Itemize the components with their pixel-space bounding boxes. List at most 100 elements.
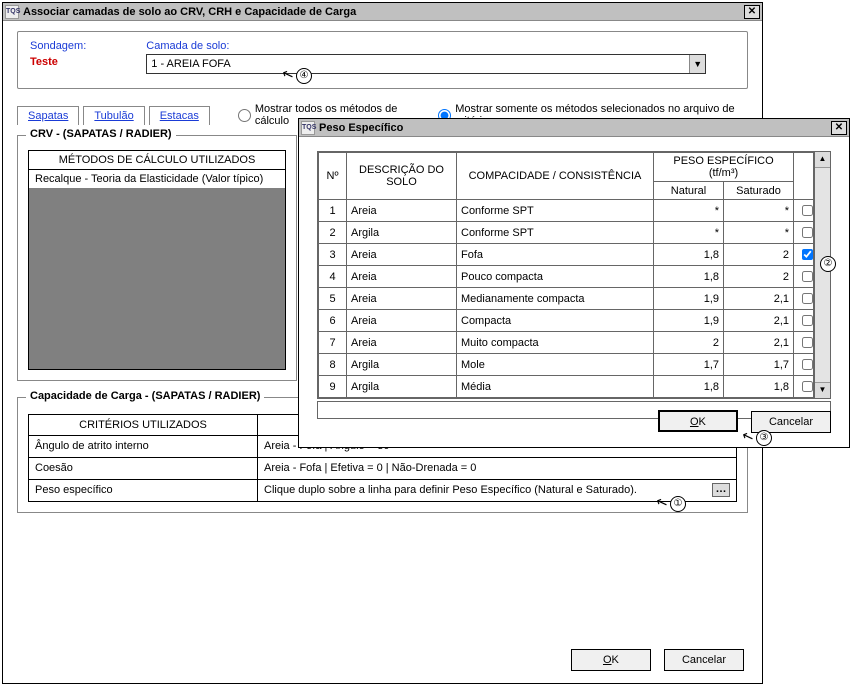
table-row[interactable]: 9ArgilaMédia1,81,8 xyxy=(319,376,814,398)
peso-table[interactable]: Nº DESCRIÇÃO DO SOLO COMPACIDADE / CONSI… xyxy=(318,152,814,398)
cell-desc: Argila xyxy=(347,222,457,244)
cell-desc: Areia xyxy=(347,266,457,288)
table-row[interactable]: 7AreiaMuito compacta22,1 xyxy=(319,332,814,354)
cell-sat[interactable]: 1,7 xyxy=(724,354,794,376)
tab-tubulao[interactable]: Tubulão xyxy=(83,106,144,125)
table-row[interactable]: 8ArgilaMole1,71,7 xyxy=(319,354,814,376)
cancel-button[interactable]: Cancelar xyxy=(751,411,831,433)
cell-desc: Areia xyxy=(347,288,457,310)
cell-chk[interactable] xyxy=(794,332,814,354)
cell-nat[interactable]: 1,8 xyxy=(654,376,724,398)
ellipsis-button[interactable]: … xyxy=(712,483,730,497)
row-checkbox[interactable] xyxy=(802,293,813,304)
capacity-header: CRITÉRIOS UTILIZADOS xyxy=(28,414,258,436)
cell-sat[interactable]: 1,8 xyxy=(724,376,794,398)
cell-n: 5 xyxy=(319,288,347,310)
crv-legend: CRV - (SAPATAS / RADIER) xyxy=(26,128,176,140)
cell-nat[interactable]: 1,8 xyxy=(654,244,724,266)
row-checkbox[interactable] xyxy=(802,359,813,370)
cell-nat[interactable]: 1,7 xyxy=(654,354,724,376)
row-checkbox[interactable] xyxy=(802,315,813,326)
col-chk xyxy=(794,153,814,200)
table-row[interactable]: 1AreiaConforme SPT** xyxy=(319,200,814,222)
table-row[interactable]: 4AreiaPouco compacta1,82 xyxy=(319,266,814,288)
cell-sat[interactable]: 2 xyxy=(724,244,794,266)
cell-nat[interactable]: * xyxy=(654,200,724,222)
row-checkbox[interactable] xyxy=(802,227,813,238)
capacity-row-val-text: Clique duplo sobre a linha para definir … xyxy=(264,484,637,496)
radio-all-input[interactable] xyxy=(238,109,251,122)
sondagem-label: Sondagem: xyxy=(30,40,86,52)
ok-button[interactable]: OK xyxy=(658,410,738,432)
cell-nat[interactable]: 1,9 xyxy=(654,288,724,310)
popup-content: Nº DESCRIÇÃO DO SOLO COMPACIDADE / CONSI… xyxy=(299,137,849,427)
chevron-down-icon[interactable]: ▼ xyxy=(689,55,705,73)
cell-n: 1 xyxy=(319,200,347,222)
cell-n: 2 xyxy=(319,222,347,244)
crv-header: MÉTODOS DE CÁLCULO UTILIZADOS xyxy=(28,150,286,170)
cell-sat[interactable]: 2,1 xyxy=(724,332,794,354)
tab-estacas[interactable]: Estacas xyxy=(149,106,210,125)
table-row[interactable]: 5AreiaMedianamente compacta1,92,1 xyxy=(319,288,814,310)
capacity-row[interactable]: Coesão Areia - Fofa | Efetiva = 0 | Não-… xyxy=(28,458,737,480)
cell-sat[interactable]: * xyxy=(724,222,794,244)
scroll-track[interactable] xyxy=(815,168,830,382)
cell-nat[interactable]: 2 xyxy=(654,332,724,354)
cell-chk[interactable] xyxy=(794,200,814,222)
capacity-row[interactable]: Peso específico Clique duplo sobre a lin… xyxy=(28,480,737,502)
cell-n: 7 xyxy=(319,332,347,354)
ok-label: K xyxy=(612,654,619,666)
row-checkbox[interactable] xyxy=(802,381,813,392)
crv-list[interactable]: Recalque - Teoria da Elasticidade (Valor… xyxy=(28,170,286,370)
tab-sapatas[interactable]: Sapatas xyxy=(17,106,79,125)
cell-chk[interactable] xyxy=(794,244,814,266)
cell-sat[interactable]: * xyxy=(724,200,794,222)
crv-row-1[interactable]: Recalque - Teoria da Elasticidade (Valor… xyxy=(29,170,285,188)
cancel-button[interactable]: Cancelar xyxy=(664,649,744,671)
cell-chk[interactable] xyxy=(794,266,814,288)
cell-sat[interactable]: 2 xyxy=(724,266,794,288)
capacity-row-key: Coesão xyxy=(28,458,258,480)
cell-sat[interactable]: 2,1 xyxy=(724,310,794,332)
row-checkbox[interactable] xyxy=(802,337,813,348)
app-icon: TQS xyxy=(5,5,19,19)
sondagem-value: Teste xyxy=(30,52,58,68)
table-row[interactable]: 3AreiaFofa1,82 xyxy=(319,244,814,266)
scroll-down-icon[interactable]: ▼ xyxy=(815,382,830,398)
main-titlebar: TQS Associar camadas de solo ao CRV, CRH… xyxy=(3,3,762,21)
table-row[interactable]: 6AreiaCompacta1,92,1 xyxy=(319,310,814,332)
cell-chk[interactable] xyxy=(794,310,814,332)
cell-n: 9 xyxy=(319,376,347,398)
cell-chk[interactable] xyxy=(794,288,814,310)
cell-chk[interactable] xyxy=(794,354,814,376)
cell-chk[interactable] xyxy=(794,222,814,244)
cell-nat[interactable]: 1,8 xyxy=(654,266,724,288)
table-row[interactable]: 2ArgilaConforme SPT** xyxy=(319,222,814,244)
cell-comp: Conforme SPT xyxy=(457,200,654,222)
cell-desc: Areia xyxy=(347,310,457,332)
row-checkbox[interactable] xyxy=(802,271,813,282)
cell-nat[interactable]: 1,9 xyxy=(654,310,724,332)
popup-button-row: OK Cancelar xyxy=(640,402,849,441)
scroll-up-icon[interactable]: ▲ xyxy=(815,152,830,168)
cell-desc: Areia xyxy=(347,200,457,222)
row-checkbox[interactable] xyxy=(802,205,813,216)
camada-label: Camada de solo: xyxy=(146,40,706,52)
ok-button[interactable]: OK xyxy=(571,649,651,671)
close-icon[interactable]: ✕ xyxy=(831,121,847,135)
camada-combo[interactable]: ▼ xyxy=(146,54,706,74)
row-checkbox[interactable] xyxy=(802,249,813,260)
cell-nat[interactable]: * xyxy=(654,222,724,244)
cell-sat[interactable]: 2,1 xyxy=(724,288,794,310)
header-box: Sondagem: Teste Camada de solo: ▼ xyxy=(17,31,748,89)
close-icon[interactable]: ✕ xyxy=(744,5,760,19)
app-icon: TQS xyxy=(301,121,315,135)
table-scrollbox: Nº DESCRIÇÃO DO SOLO COMPACIDADE / CONSI… xyxy=(317,151,831,399)
crv-groupbox: CRV - (SAPATAS / RADIER) MÉTODOS DE CÁLC… xyxy=(17,135,297,381)
cell-comp: Conforme SPT xyxy=(457,222,654,244)
col-sat: Saturado xyxy=(724,182,794,200)
scrollbar[interactable]: ▲ ▼ xyxy=(814,152,830,398)
camada-input[interactable] xyxy=(147,58,689,70)
cell-chk[interactable] xyxy=(794,376,814,398)
cell-n: 8 xyxy=(319,354,347,376)
